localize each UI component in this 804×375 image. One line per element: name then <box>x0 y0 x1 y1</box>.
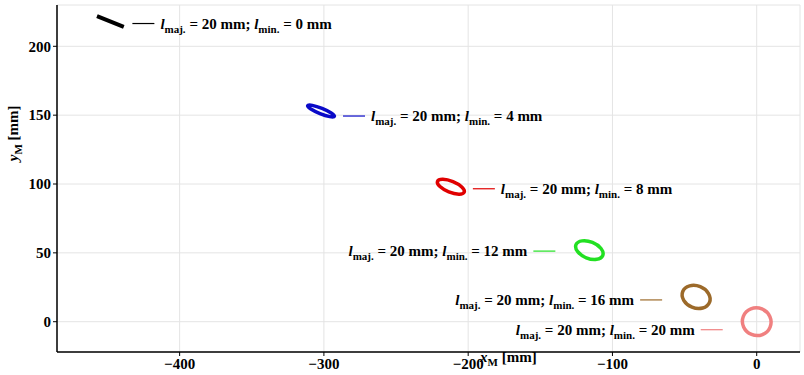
svg-text:−300: −300 <box>308 356 339 372</box>
svg-text:200: 200 <box>29 39 52 55</box>
svg-text:−200: −200 <box>453 356 484 372</box>
svg-text:−400: −400 <box>164 356 195 372</box>
svg-text:lmaj. = 20 mm; lmin. = 8 mm: lmaj. = 20 mm; lmin. = 8 mm <box>501 181 673 200</box>
svg-text:lmaj. = 20 mm; lmin. = 0 mm: lmaj. = 20 mm; lmin. = 0 mm <box>160 16 332 35</box>
svg-text:yM [mm]: yM [mm] <box>8 105 24 163</box>
svg-text:0: 0 <box>44 314 52 330</box>
svg-text:0: 0 <box>753 356 761 372</box>
svg-text:150: 150 <box>29 107 52 123</box>
svg-text:50: 50 <box>36 245 51 261</box>
svg-text:lmaj. = 20 mm; lmin. = 12 mm: lmaj. = 20 mm; lmin. = 12 mm <box>349 243 528 262</box>
svg-text:lmaj. = 20 mm; lmin. = 4 mm: lmaj. = 20 mm; lmin. = 4 mm <box>371 108 543 127</box>
svg-text:100: 100 <box>29 176 52 192</box>
svg-text:lmaj. = 20 mm; lmin. = 16 mm: lmaj. = 20 mm; lmin. = 16 mm <box>455 292 634 311</box>
svg-text:xM [mm]: xM [mm] <box>479 349 537 368</box>
svg-text:lmaj. = 20 mm; lmin. = 20 mm: lmaj. = 20 mm; lmin. = 20 mm <box>516 322 695 341</box>
svg-text:−100: −100 <box>597 356 628 372</box>
